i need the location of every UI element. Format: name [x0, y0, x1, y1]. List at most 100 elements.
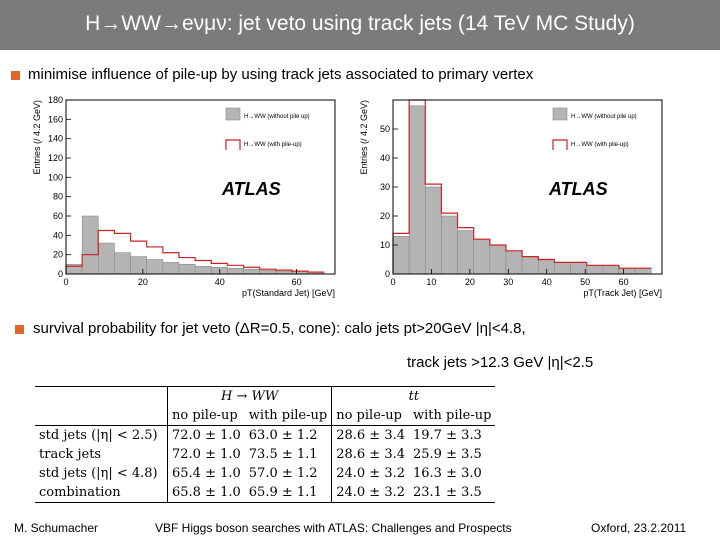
legend-entry: H→WW (with pile-up)	[571, 142, 629, 148]
atlas-label: ATLAS	[221, 179, 281, 199]
subheader: no pile-up	[331, 406, 409, 426]
table-cell: 63.0 ± 1.2	[248, 428, 318, 443]
bullet-marker	[15, 325, 24, 334]
bullet-marker	[11, 71, 20, 80]
histogram-bar	[259, 269, 277, 275]
bullet-text-2-continued: track jets >12.3 GeV |η|<2.5	[407, 354, 594, 371]
histogram-bar	[457, 230, 474, 275]
legend-swatch-line	[552, 139, 568, 150]
table-cell: 72.0 ± 1.0	[166, 445, 245, 464]
y-tick-label: 140	[48, 134, 63, 144]
table-cell: 16.3 ± 3.0	[413, 466, 482, 481]
group-header-hww: H → WW	[166, 386, 332, 406]
subheader: with pile-up	[413, 408, 492, 423]
y-axis-label: Entries (/ 4.2 GeV)	[359, 100, 369, 175]
y-tick-label: 60	[53, 211, 63, 221]
subheader: with pile-up	[248, 408, 328, 423]
histogram-bar	[554, 262, 571, 275]
legend-entry: H→WW (with pile-up)	[244, 142, 302, 148]
histogram-bar	[602, 265, 620, 275]
slide-title: H→WW→eνμν: jet veto using track jets (14…	[85, 12, 635, 35]
table-cell: 28.6 ± 3.4	[331, 425, 409, 445]
y-tick-label: 100	[48, 172, 63, 182]
histogram-bar	[570, 262, 587, 275]
table-cell: 65.8 ± 1.0	[166, 483, 245, 503]
footer-author: M. Schumacher	[14, 521, 99, 535]
table-cell: 19.7 ± 3.3	[413, 428, 482, 443]
series-line	[65, 229, 325, 274]
legend-entry: H→WW (without pile up)	[571, 114, 637, 120]
table-cell: 65.4 ± 1.0	[166, 464, 245, 483]
x-tick-label: 50	[580, 277, 590, 287]
survival-probability-table: H → WW tt no pile-up with pile-up no pil…	[35, 386, 496, 503]
atlas-label: ATLAS	[548, 179, 608, 199]
x-tick-label: 10	[426, 277, 436, 287]
y-axis-label: Entries (/ 4.2 GeV)	[32, 100, 42, 175]
x-tick-label: 20	[138, 277, 148, 287]
histogram-bar	[162, 262, 180, 275]
table-cell: 28.6 ± 3.4	[331, 445, 409, 464]
table-cell: 24.0 ± 3.2	[331, 483, 409, 503]
histogram-bar	[489, 244, 507, 275]
x-tick-label: 0	[390, 277, 395, 287]
table-cell: 24.0 ± 3.2	[331, 464, 409, 483]
histogram-bar	[146, 259, 164, 275]
x-tick-label: 60	[292, 277, 302, 287]
histogram-bar	[392, 236, 410, 275]
table-row: track jets 72.0 ± 1.0 73.5 ± 1.1 28.6 ± …	[35, 445, 495, 464]
x-tick-label: 60	[619, 277, 629, 287]
group-header-tt: tt	[331, 386, 496, 406]
table-cell: 72.0 ± 1.0	[166, 425, 245, 445]
footer-talk-title: VBF Higgs boson searches with ATLAS: Cha…	[155, 521, 512, 535]
table-row: std jets (|η| < 2.5) 72.0 ± 1.0 63.0 ± 1…	[35, 425, 495, 445]
bullet-text-1: minimise influence of pile-up by using t…	[28, 66, 534, 83]
legend-swatch-line	[225, 139, 241, 150]
x-tick-label: 40	[215, 277, 225, 287]
histogram-bar	[424, 186, 442, 275]
y-tick-label: 50	[380, 124, 390, 134]
legend-entry: H→WW (without pile up)	[244, 114, 310, 120]
histogram-bar	[178, 264, 196, 275]
y-tick-label: 10	[380, 240, 390, 250]
histogram-bar	[243, 268, 260, 275]
y-tick-label: 80	[53, 192, 63, 202]
y-tick-label: 0	[58, 269, 63, 279]
bullet-text-2: survival probability for jet veto (ΔR=0.…	[33, 320, 526, 337]
footer-place-date: Oxford, 23.2.2011	[591, 521, 687, 535]
legend-swatch-filled	[552, 107, 568, 121]
x-tick-label: 40	[542, 277, 552, 287]
subheader: no pile-up	[166, 406, 245, 426]
table-row: combination 65.8 ± 1.0 65.9 ± 1.1 24.0 ±…	[35, 483, 496, 503]
x-tick-label: 0	[63, 277, 68, 287]
x-axis-label: pT(Standard Jet) [GeV]	[242, 288, 335, 298]
y-tick-label: 20	[53, 250, 63, 260]
series-line	[392, 99, 652, 274]
histogram-bar	[81, 215, 99, 275]
y-tick-label: 40	[53, 230, 63, 240]
histogram-bar	[194, 265, 212, 275]
histogram-bar	[618, 267, 636, 275]
histogram-bar	[130, 256, 147, 275]
legend-swatch-filled	[225, 107, 241, 121]
y-tick-label: 180	[48, 95, 63, 105]
table-cell: 73.5 ± 1.1	[248, 447, 318, 462]
y-tick-label: 40	[380, 153, 390, 163]
y-tick-label: 20	[380, 211, 390, 221]
histogram-bar	[634, 267, 652, 275]
histogram-bar	[473, 238, 491, 275]
histogram-bar	[441, 215, 458, 275]
y-tick-label: 30	[380, 182, 390, 192]
x-axis-label: pT(Track Jet) [GeV]	[583, 288, 662, 298]
row-label: track jets	[39, 447, 102, 462]
histogram-bar	[521, 256, 539, 275]
table-cell: 57.0 ± 1.2	[248, 466, 318, 481]
table-cell: 25.9 ± 3.5	[413, 447, 482, 462]
histogram-bar	[227, 267, 244, 275]
table-cell: 65.9 ± 1.1	[248, 485, 318, 500]
row-label: std jets (|η| < 2.5)	[39, 428, 158, 443]
plot-frame	[65, 99, 336, 275]
y-tick-label: 0	[385, 269, 390, 279]
histogram-bar	[97, 242, 115, 275]
table-row: std jets (|η| < 4.8) 65.4 ± 1.0 57.0 ± 1…	[35, 464, 495, 483]
